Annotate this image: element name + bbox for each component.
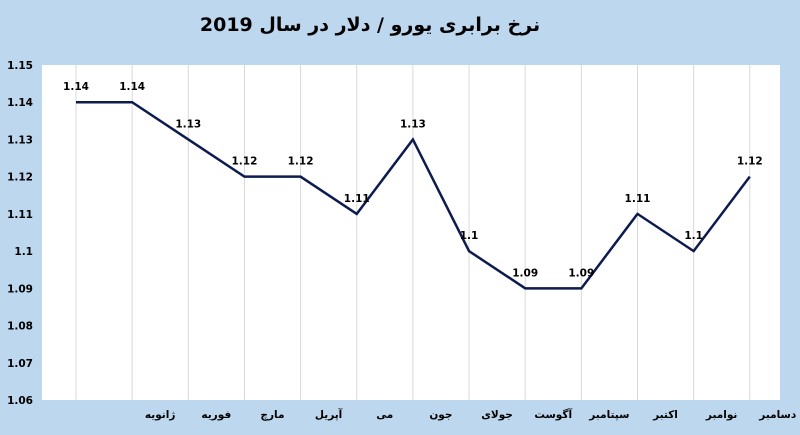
data-label: 1.11 — [625, 193, 651, 205]
x-tick-label: مارچ — [260, 409, 284, 422]
y-tick-label: 1.08 — [7, 321, 33, 333]
y-tick-label: 1.1 — [14, 246, 33, 258]
data-label: 1.12 — [737, 156, 763, 168]
data-label: 1.14 — [119, 81, 145, 93]
data-label: 1.1 — [684, 230, 703, 242]
data-label: 1.13 — [400, 118, 426, 130]
x-tick-label: جون — [429, 409, 452, 421]
data-label: 1.12 — [231, 156, 257, 168]
x-tick-label: آپریل — [315, 408, 343, 421]
y-axis-ticks: 1.06 1.07 1.08 1.09 1.1 1.11 1.12 1.13 1.14 1.15 — [7, 60, 33, 407]
x-tick-label: دسامبر — [758, 409, 797, 421]
data-label: 1.12 — [288, 156, 314, 168]
y-tick-label: 1.06 — [7, 395, 33, 407]
x-tick-label: آگوست — [534, 408, 572, 421]
data-label: 1.13 — [175, 118, 201, 130]
y-tick-label: 1.11 — [7, 209, 33, 221]
y-tick-label: 1.07 — [7, 358, 33, 370]
x-tick-label: ژانویه — [145, 409, 175, 421]
data-label: 1.09 — [568, 267, 594, 279]
x-tick-label: فوریه — [201, 409, 231, 421]
data-labels: 1.14 1.14 1.13 1.12 1.12 1.11 1.13 1.1 1.09 1.09 1… — [63, 81, 763, 279]
gridlines — [75, 65, 751, 400]
plot-area — [42, 65, 780, 400]
x-tick-label: جولای — [481, 409, 513, 421]
y-tick-label: 1.12 — [7, 172, 33, 184]
y-tick-label: 1.09 — [7, 283, 33, 295]
data-label: 1.11 — [344, 193, 370, 205]
data-label: 1.09 — [512, 267, 538, 279]
x-tick-label: سپتامبر — [588, 409, 629, 421]
x-tick-label: نوامبر — [705, 409, 738, 421]
chart-title: نرخ برابری یورو / دلار در سال 2019 — [199, 14, 541, 36]
x-axis-ticks: ژانویه فوریه مارچ آپریل می جون جولای آگوست سپتام… — [145, 408, 797, 422]
y-tick-label: 1.15 — [7, 60, 33, 72]
x-tick-label: اکتبر — [652, 409, 678, 421]
data-label: 1.1 — [460, 230, 479, 242]
x-tick-label: می — [376, 409, 393, 421]
y-tick-label: 1.13 — [7, 134, 33, 146]
data-label: 1.14 — [63, 81, 89, 93]
y-tick-label: 1.14 — [7, 97, 33, 109]
series-line — [76, 100, 751, 290]
